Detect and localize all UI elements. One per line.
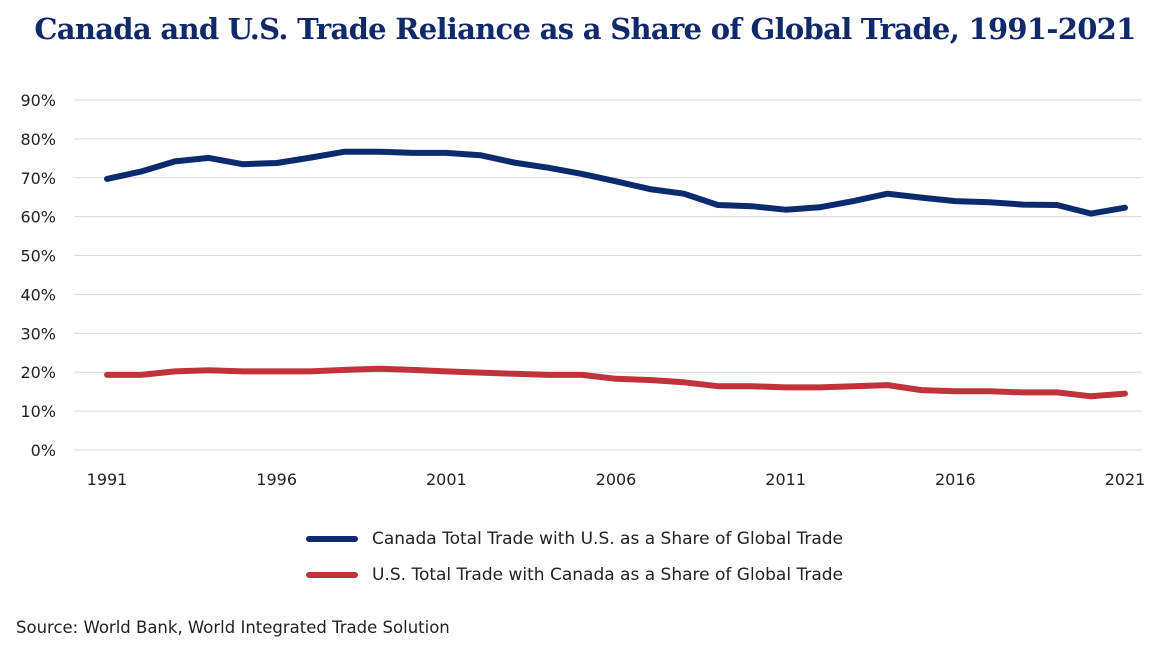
x-tick-label-1991: 1991 — [87, 470, 128, 489]
y-tick-label-50: 50% — [20, 247, 56, 266]
legend-item-canada: Canada Total Trade with U.S. as a Share … — [306, 526, 843, 552]
chart-title: Canada and U.S. Trade Reliance as a Shar… — [34, 12, 1136, 46]
x-axis-ticks: 1991 1996 2001 2006 2011 2016 2021 — [87, 470, 1146, 489]
y-tick-label-30: 30% — [20, 324, 56, 343]
y-axis-ticks: 0% 10% 20% 30% 40% 50% 60% 70% 80% 90% — [20, 91, 56, 460]
source-note: Source: World Bank, World Integrated Tra… — [16, 618, 450, 637]
series-lines — [104, 148, 1128, 400]
gridlines — [74, 99, 1142, 451]
legend: Canada Total Trade with U.S. as a Share … — [306, 526, 843, 598]
series-line-canada — [104, 148, 1128, 217]
x-tick-label-2006: 2006 — [596, 470, 637, 489]
y-tick-label-70: 70% — [20, 169, 56, 188]
y-tick-label-90: 90% — [20, 91, 56, 110]
legend-swatch-us — [306, 572, 358, 578]
y-tick-label-40: 40% — [20, 285, 56, 304]
legend-swatch-canada — [306, 536, 358, 542]
legend-label-us: U.S. Total Trade with Canada as a Share … — [372, 565, 843, 585]
x-tick-label-2011: 2011 — [765, 470, 806, 489]
y-tick-label-0: 0% — [31, 441, 56, 460]
x-tick-label-1996: 1996 — [256, 470, 297, 489]
series-line-us — [104, 365, 1128, 400]
legend-item-us: U.S. Total Trade with Canada as a Share … — [306, 562, 843, 588]
y-tick-label-80: 80% — [20, 130, 56, 149]
x-tick-label-2021: 2021 — [1105, 470, 1146, 489]
legend-label-canada: Canada Total Trade with U.S. as a Share … — [372, 529, 843, 549]
x-tick-label-2016: 2016 — [935, 470, 976, 489]
x-tick-label-2001: 2001 — [426, 470, 467, 489]
y-tick-label-60: 60% — [20, 208, 56, 227]
y-tick-label-10: 10% — [20, 402, 56, 421]
y-tick-label-20: 20% — [20, 363, 56, 382]
